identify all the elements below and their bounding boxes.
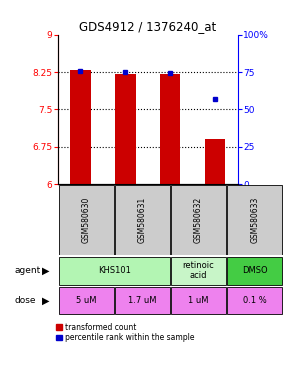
Text: dose: dose	[14, 296, 36, 305]
Bar	[160, 74, 180, 184]
Text: agent: agent	[14, 266, 41, 275]
Bar	[227, 185, 282, 255]
Text: ▶: ▶	[42, 266, 49, 276]
Bar	[59, 257, 170, 285]
Bar	[115, 74, 135, 184]
Text: GSM580632: GSM580632	[194, 197, 203, 243]
Bar	[227, 257, 282, 285]
Text: GSM580630: GSM580630	[81, 197, 90, 243]
Text: 1.7 uM: 1.7 uM	[128, 296, 157, 305]
Text: 1 uM: 1 uM	[188, 296, 209, 305]
Bar	[171, 287, 226, 314]
Text: GSM580631: GSM580631	[138, 197, 147, 243]
Bar	[115, 185, 170, 255]
Bar	[227, 287, 282, 314]
Text: ▶: ▶	[42, 295, 49, 306]
Bar	[171, 185, 226, 255]
Bar	[115, 287, 170, 314]
Text: retinoic
acid: retinoic acid	[183, 261, 214, 280]
Text: GSM580633: GSM580633	[250, 197, 259, 243]
Title: GDS4912 / 1376240_at: GDS4912 / 1376240_at	[79, 20, 217, 33]
Bar	[171, 257, 226, 285]
Bar	[59, 185, 114, 255]
Text: 0.1 %: 0.1 %	[243, 296, 267, 305]
Text: DMSO: DMSO	[242, 266, 267, 275]
Text: KHS101: KHS101	[98, 266, 130, 275]
Bar	[59, 287, 114, 314]
Text: 5 uM: 5 uM	[76, 296, 96, 305]
Bar	[70, 70, 90, 184]
Legend: transformed count, percentile rank within the sample: transformed count, percentile rank withi…	[56, 323, 195, 343]
Bar	[205, 139, 225, 184]
